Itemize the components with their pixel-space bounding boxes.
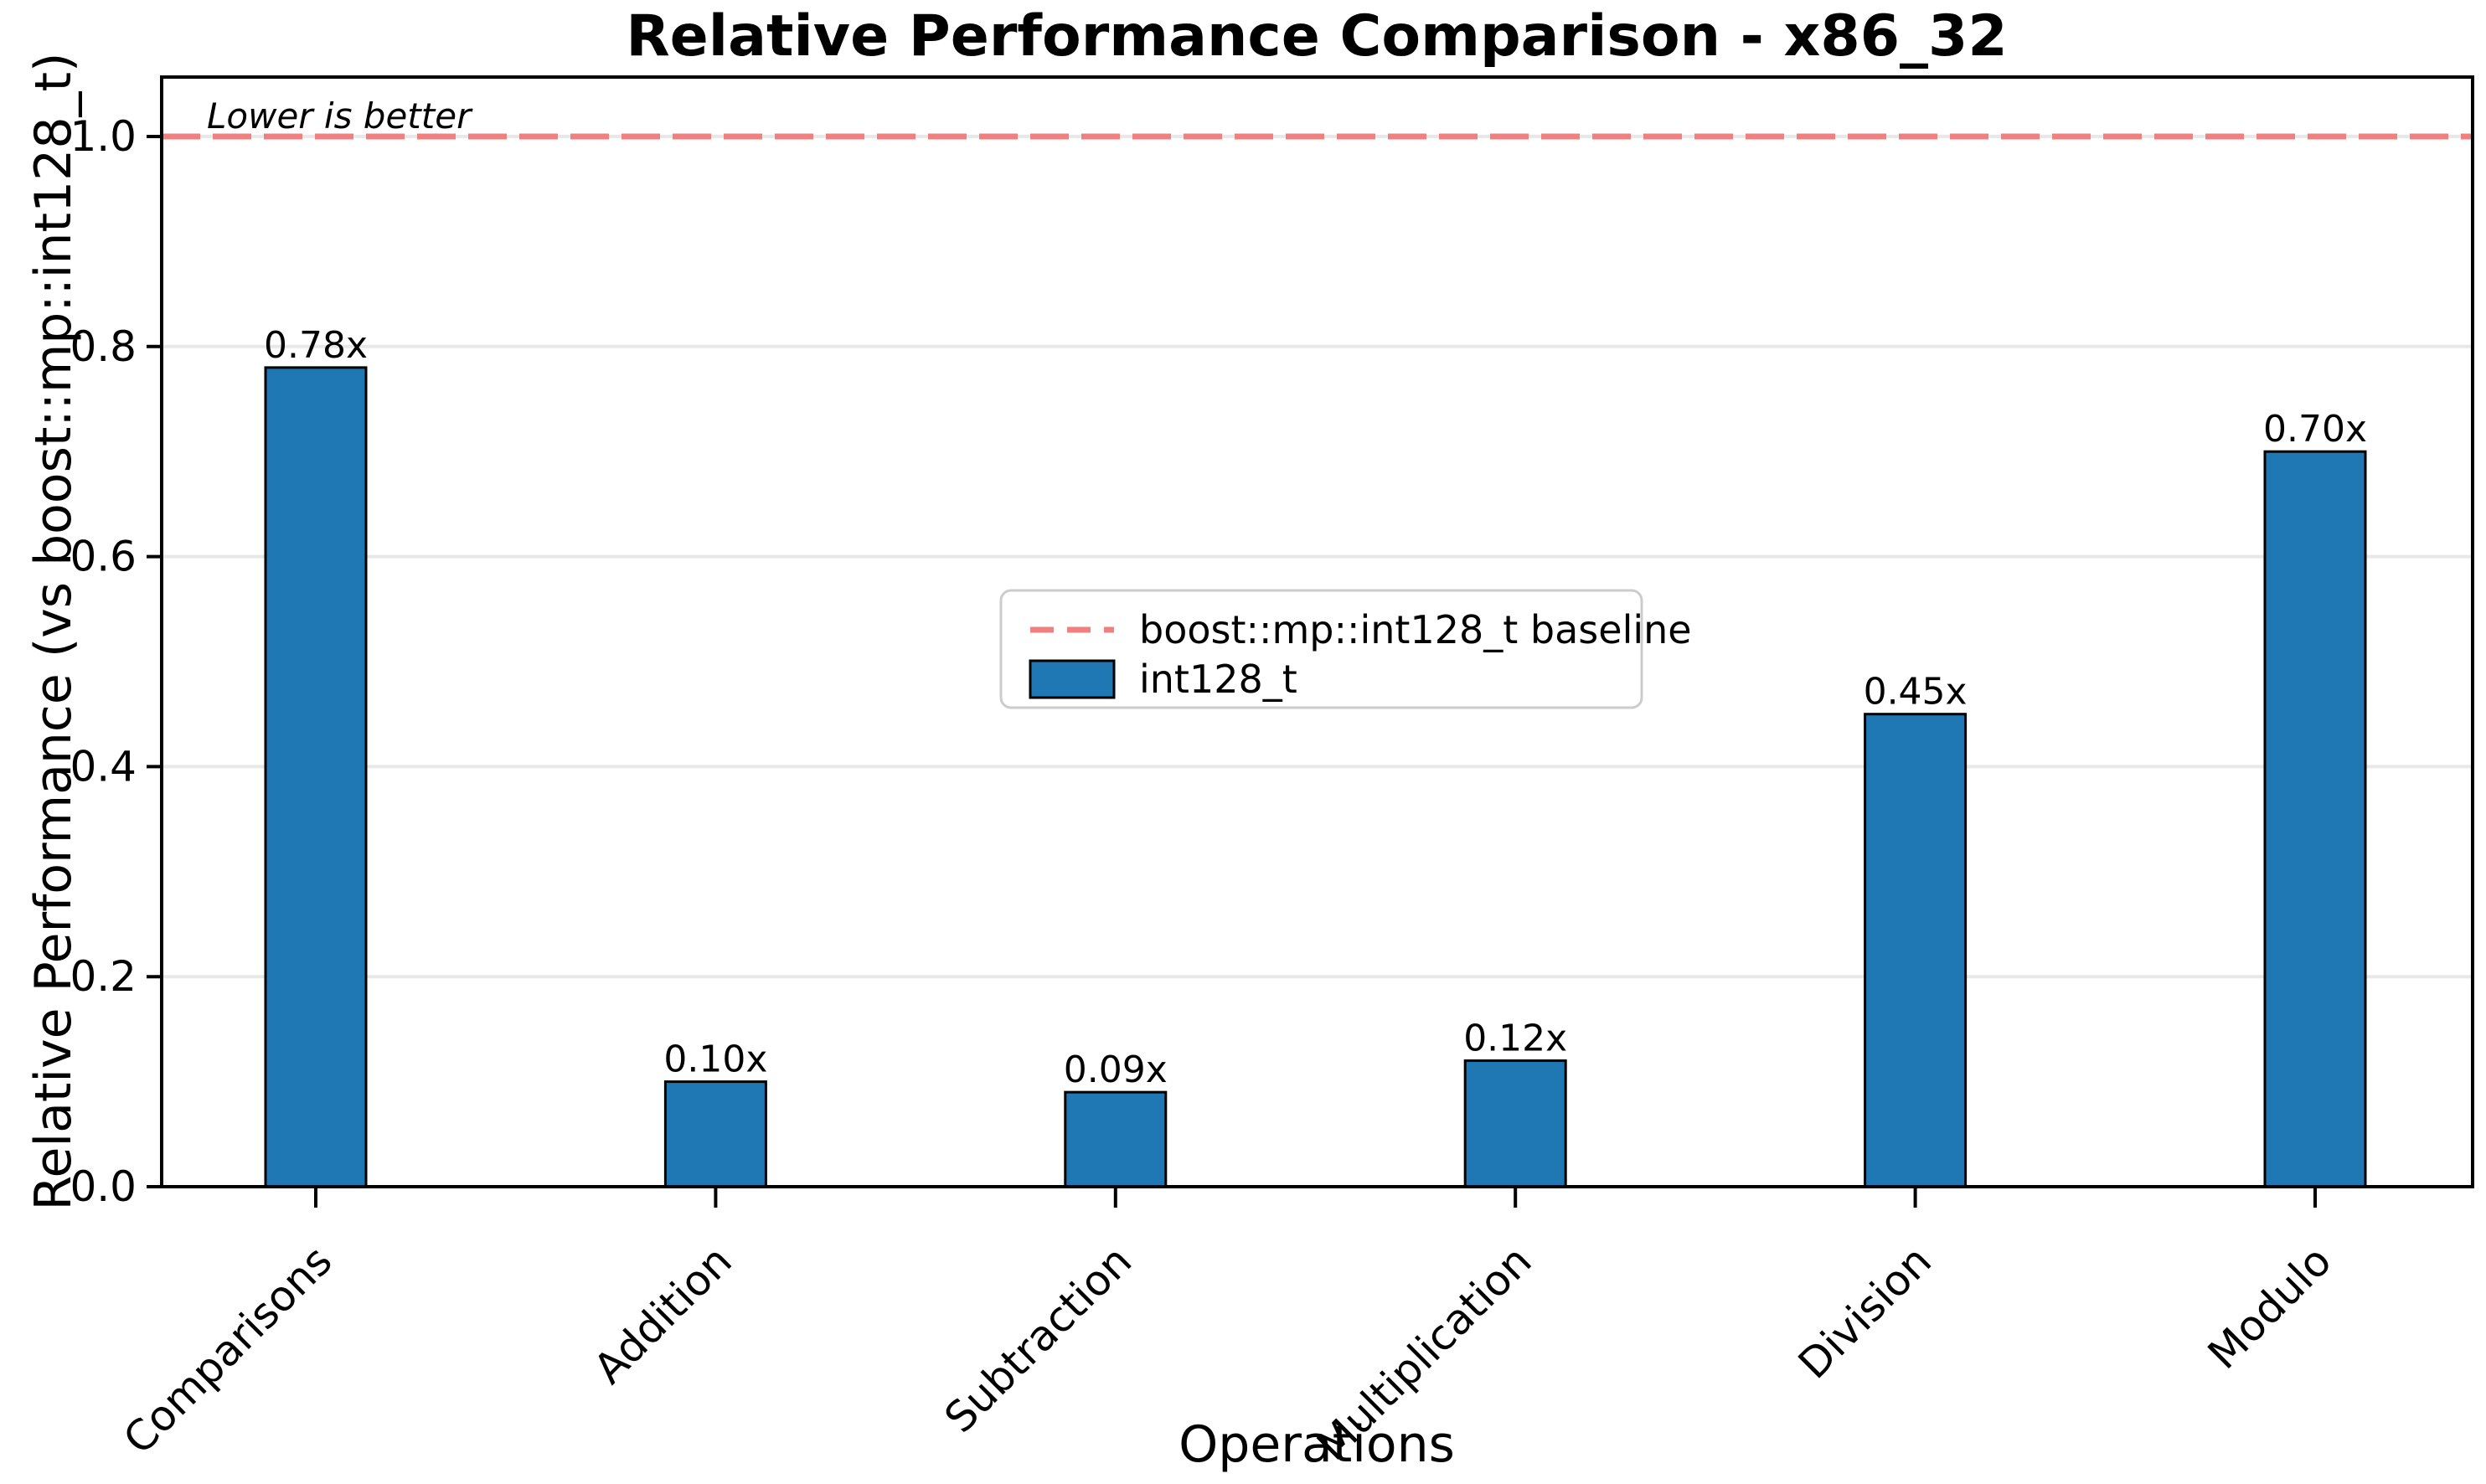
- plot-border: [160, 75, 2474, 1188]
- bar-division: [1864, 713, 1968, 1188]
- bar-value-label: 0.78x: [264, 324, 368, 367]
- y-axis-label: Relative Performance (vs boost::mp::int1…: [24, 53, 83, 1211]
- bar-value-label: 0.09x: [1064, 1049, 1168, 1091]
- lower-is-better-note: Lower is better: [207, 95, 473, 137]
- y-tick-label: 0.0: [70, 1162, 137, 1211]
- bar-comparisons: [264, 366, 368, 1188]
- bar-modulo: [2263, 450, 2367, 1188]
- legend-box: [999, 589, 1643, 709]
- legend-item-series-label: int128_t: [1139, 657, 1297, 702]
- bar-value-label: 0.70x: [2263, 408, 2367, 451]
- bar-multiplication: [1463, 1059, 1567, 1188]
- bars-group: [264, 366, 2367, 1188]
- bar-value-label: 0.45x: [1864, 671, 1968, 714]
- legend-bar-swatch-icon: [1029, 659, 1116, 699]
- x-axis-label: Operations: [1179, 1415, 1455, 1474]
- bar-value-labels-group: 0.78x 0.10x 0.09x 0.12x 0.45x 0.70x: [264, 324, 2367, 1091]
- y-axis-ticks-group: 0.0 0.2 0.4 0.6 0.8 1.0: [70, 112, 162, 1211]
- legend: boost::mp::int128_t baseline int128_t: [999, 589, 1692, 709]
- y-tick-label: 0.6: [70, 533, 137, 581]
- chart-title: Relative Performance Comparison - x86_32: [626, 3, 2007, 70]
- bar-addition: [663, 1080, 767, 1188]
- bar-value-label: 0.12x: [1463, 1018, 1567, 1060]
- bar-value-label: 0.10x: [663, 1038, 767, 1081]
- y-tick-label: 0.4: [70, 742, 137, 791]
- y-tick-label: 1.0: [70, 112, 137, 161]
- y-tick-label: 0.8: [70, 322, 137, 371]
- y-tick-label: 0.2: [70, 952, 137, 1001]
- legend-item-baseline-label: boost::mp::int128_t baseline: [1139, 607, 1692, 652]
- bar-subtraction: [1064, 1090, 1168, 1188]
